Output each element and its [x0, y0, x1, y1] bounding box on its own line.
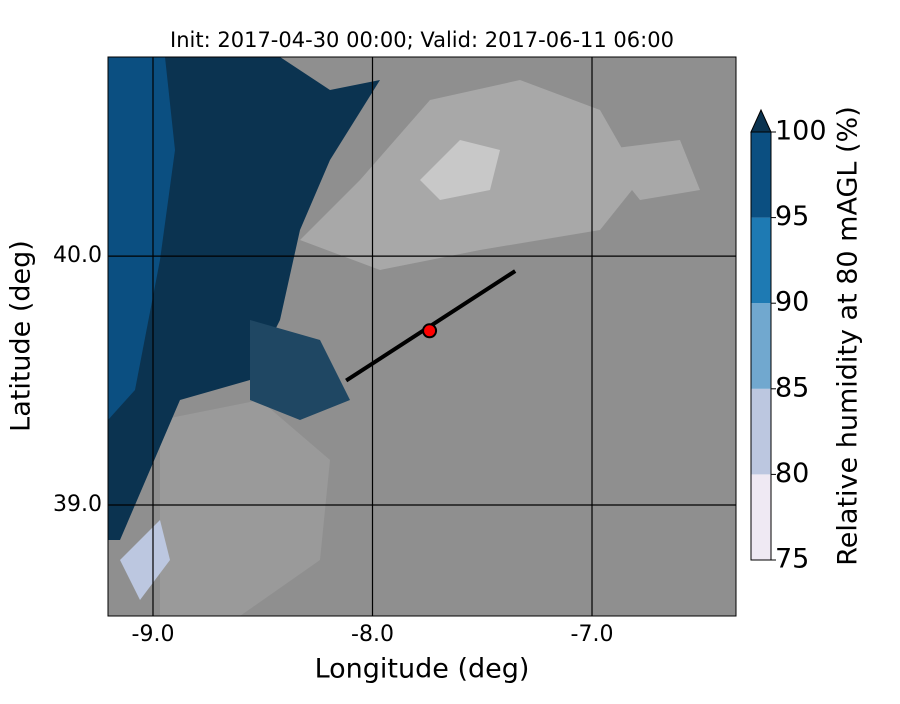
colorbar-tick-label: 85 — [775, 372, 809, 403]
x-tick-label: -8.0 — [351, 622, 394, 647]
colorbar-segment — [751, 303, 771, 389]
terrain-mid — [160, 400, 330, 616]
colorbar: 75 80 85 90 95 100 — [750, 108, 827, 575]
colorbar-tick-label: 100 — [775, 116, 827, 147]
colorbar-frame — [750, 131, 772, 561]
y-tick-label: 40.0 — [53, 243, 102, 268]
colorbar-segment — [751, 388, 771, 475]
colorbar-segment — [751, 132, 771, 218]
plot-frame — [107, 56, 737, 617]
x-tick-label: -7.0 — [571, 622, 614, 647]
terrain-peak — [420, 140, 500, 200]
x-axis-label: Longitude (deg) — [315, 654, 530, 685]
colorbar-tick-label: 75 — [775, 544, 809, 575]
marks — [345, 269, 517, 383]
colorbar-segment — [751, 474, 771, 560]
y-tick-label: 39.0 — [53, 492, 102, 517]
colorbar-tick-label: 90 — [775, 287, 809, 318]
humidity-high — [108, 57, 380, 540]
humidity-mid — [250, 320, 350, 420]
humidity-high — [108, 57, 175, 420]
y-axis-label: Latitude (deg) — [6, 240, 37, 432]
site-marker — [422, 323, 438, 339]
colorbar-extend — [750, 108, 772, 133]
colorbar-segment — [751, 217, 771, 304]
chart-title: Init: 2017-04-30 00:00; Valid: 2017-06-1… — [170, 28, 674, 52]
map-field — [108, 57, 736, 616]
colorbar-tick-label: 80 — [775, 458, 809, 489]
colorbar-tick-label: 95 — [775, 201, 809, 232]
terrain-high — [600, 140, 700, 200]
grid — [108, 57, 736, 616]
humidity-low — [120, 520, 170, 600]
colorbar-label: Relative humidity at 80 mAGL (%) — [833, 106, 864, 566]
x-tick-label: -9.0 — [132, 622, 175, 647]
